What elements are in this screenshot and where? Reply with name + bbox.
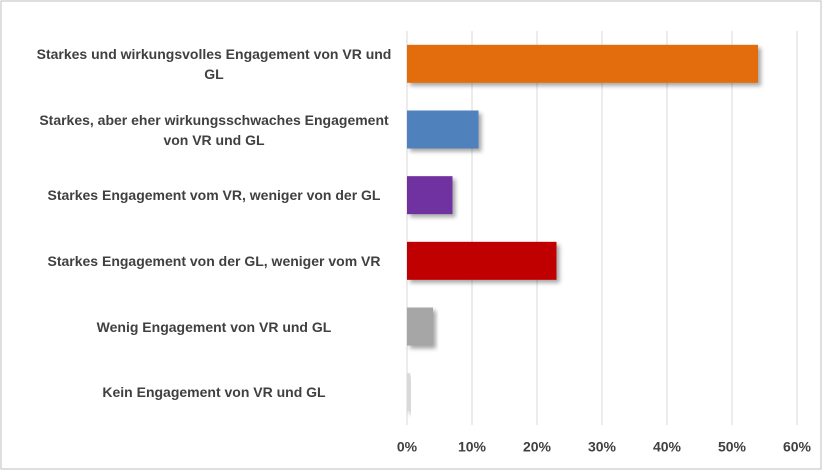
bar <box>407 307 433 346</box>
x-tick-label: 60% <box>783 439 812 455</box>
x-tick-label: 20% <box>523 439 552 455</box>
y-tick-label: Starkes Engagement vom VR, weniger von d… <box>47 187 381 204</box>
y-tick-label: Wenig Engagement von VR und GL <box>96 318 332 335</box>
x-tick-label: 50% <box>718 439 747 455</box>
bar <box>407 373 411 412</box>
bar <box>407 241 557 280</box>
bar <box>407 176 453 215</box>
x-tick-label: 40% <box>653 439 682 455</box>
y-tick-label: Starkes Engagement von der GL, weniger v… <box>47 252 381 269</box>
bar <box>407 110 479 149</box>
y-tick-label: Starkes, aber eher wirkungsschwaches Eng… <box>39 111 389 148</box>
x-tick-label: 30% <box>588 439 617 455</box>
y-tick-label: Starkes und wirkungsvolles Engagement vo… <box>36 45 392 82</box>
y-tick-label: Kein Engagement von VR und GL <box>102 384 326 401</box>
x-tick-label: 10% <box>458 439 487 455</box>
chart-border <box>0 0 822 470</box>
x-tick-label: 0% <box>397 439 418 455</box>
bar <box>407 44 758 83</box>
